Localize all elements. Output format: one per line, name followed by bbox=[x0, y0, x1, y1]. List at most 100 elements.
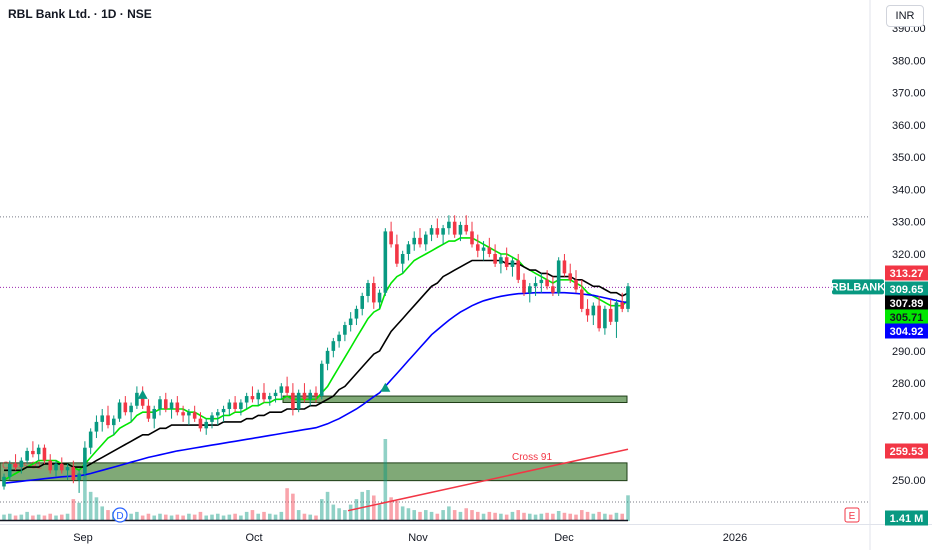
volume-bar bbox=[146, 513, 151, 521]
candle-body bbox=[343, 325, 347, 335]
candle-body bbox=[111, 418, 116, 426]
volume-bar bbox=[354, 499, 359, 521]
volume-bar bbox=[579, 510, 584, 521]
candle-body bbox=[539, 279, 544, 284]
candle-body bbox=[256, 392, 261, 400]
y-tick-label: 380.00 bbox=[892, 55, 926, 67]
volume-bar bbox=[77, 502, 81, 521]
candle-body bbox=[389, 231, 393, 245]
earnings-label: E bbox=[849, 511, 856, 522]
volume-bar bbox=[210, 514, 214, 521]
candle-body bbox=[152, 408, 157, 419]
volume-bar bbox=[383, 439, 388, 521]
volume-bar bbox=[400, 506, 405, 521]
candle-body bbox=[239, 402, 243, 409]
candle-body bbox=[574, 279, 578, 290]
candle-body bbox=[140, 392, 145, 406]
candle-body bbox=[418, 237, 422, 245]
candle-body bbox=[146, 405, 151, 419]
candle-body bbox=[527, 286, 532, 293]
buy-signal-marker bbox=[380, 382, 391, 392]
volume-bar bbox=[71, 499, 76, 521]
x-tick-label: 2026 bbox=[723, 532, 747, 544]
candle-body bbox=[279, 386, 284, 393]
candle-body bbox=[25, 450, 29, 461]
candle-body bbox=[608, 308, 613, 322]
volume-bar bbox=[360, 491, 365, 521]
volume-bar bbox=[499, 513, 503, 521]
volume-bar bbox=[198, 511, 203, 521]
candle-body bbox=[169, 402, 174, 409]
volume-bar bbox=[504, 514, 509, 521]
candle-body bbox=[516, 260, 521, 280]
candle-body bbox=[13, 463, 18, 468]
earnings-box bbox=[844, 507, 860, 523]
volume-bar bbox=[452, 510, 457, 521]
dividend-marker: D bbox=[112, 507, 128, 523]
volume-bar bbox=[493, 512, 497, 521]
volume-bar bbox=[302, 513, 307, 521]
volume-bar bbox=[204, 515, 209, 521]
x-tick-label: Nov bbox=[408, 532, 428, 544]
buy-signal-marker bbox=[137, 389, 148, 399]
candle-body bbox=[117, 402, 122, 419]
symbol-legend-label: RBLBANK bbox=[831, 281, 885, 293]
volume-bar bbox=[429, 511, 434, 521]
volume-bar bbox=[545, 512, 549, 521]
candle-body bbox=[88, 431, 93, 448]
dividend-circle bbox=[112, 507, 128, 523]
candle-body bbox=[59, 463, 64, 471]
candle-body bbox=[19, 460, 24, 468]
candle-body bbox=[198, 418, 203, 429]
volume-bar bbox=[551, 513, 555, 521]
volume-bar bbox=[597, 511, 601, 521]
candle-body bbox=[371, 283, 376, 303]
candle-body bbox=[493, 254, 497, 264]
volume-bar bbox=[348, 504, 353, 521]
candle-body bbox=[620, 302, 625, 309]
volume-bar bbox=[158, 513, 162, 521]
volume-bar bbox=[244, 511, 249, 521]
candle-body bbox=[499, 257, 503, 264]
volume-bar bbox=[129, 513, 133, 521]
candle-body bbox=[48, 460, 53, 471]
candle-body bbox=[400, 254, 405, 264]
candle-body bbox=[204, 421, 209, 429]
candle-body bbox=[267, 396, 272, 400]
volume-bar bbox=[556, 510, 561, 521]
volume-bar bbox=[562, 512, 567, 521]
candle-body bbox=[441, 228, 445, 235]
candle-body bbox=[187, 412, 191, 416]
symbol-legend-tag bbox=[832, 279, 884, 295]
volume-bar bbox=[13, 515, 18, 521]
currency-button[interactable]: INR bbox=[886, 5, 924, 27]
candle-body bbox=[626, 286, 630, 309]
candle-body bbox=[296, 392, 301, 409]
price-tag bbox=[885, 281, 928, 297]
candle-body bbox=[314, 392, 318, 397]
volume-bar bbox=[464, 508, 469, 521]
volume-bar bbox=[296, 510, 301, 521]
volume-bar bbox=[626, 495, 630, 521]
candle-body bbox=[522, 279, 526, 293]
candle-body bbox=[366, 283, 370, 296]
moving-average-line bbox=[3, 237, 629, 481]
candle-body bbox=[556, 260, 561, 293]
volume-bar bbox=[88, 491, 93, 521]
moving-average-line bbox=[4, 259, 629, 472]
price-tag bbox=[885, 295, 928, 311]
price-tag-label: 1.41 M bbox=[890, 513, 924, 525]
candle-body bbox=[262, 392, 266, 400]
volume-bar bbox=[279, 511, 284, 521]
support-zone bbox=[0, 462, 628, 482]
candle-body bbox=[447, 221, 451, 229]
candle-body bbox=[354, 308, 359, 319]
volume-bar bbox=[262, 511, 266, 521]
volume-bar bbox=[273, 514, 278, 521]
y-tick-label: 270.00 bbox=[892, 410, 926, 422]
volume-bar bbox=[412, 510, 417, 521]
candle-body bbox=[163, 399, 168, 409]
candle-body bbox=[568, 273, 573, 280]
